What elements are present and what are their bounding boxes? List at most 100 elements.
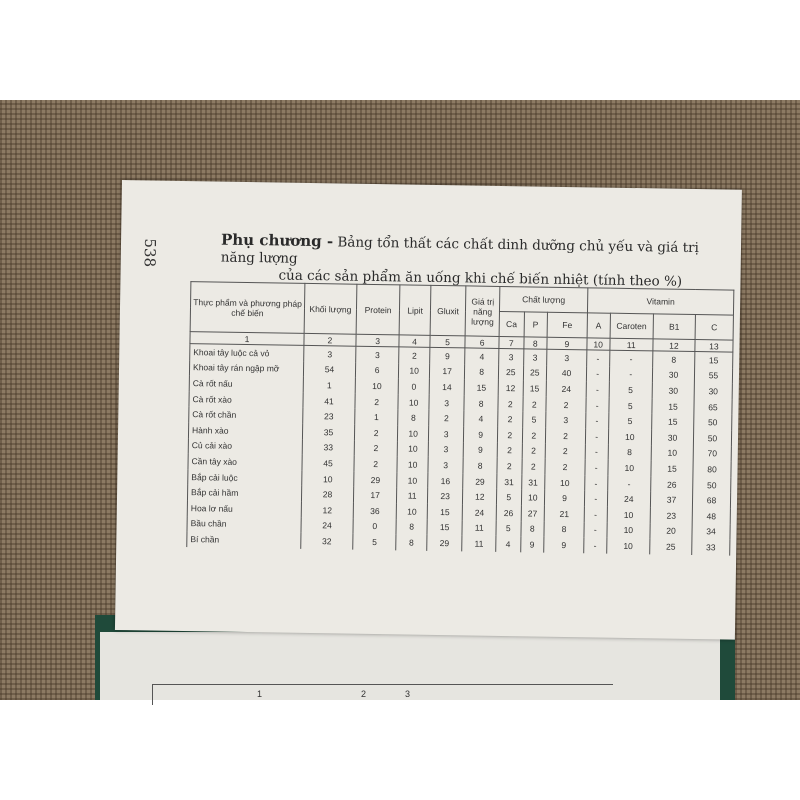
value-cell: 3: [355, 346, 400, 363]
value-cell: 8: [463, 457, 498, 474]
value-cell: 4: [495, 536, 521, 553]
value-cell: 0: [352, 518, 397, 535]
value-cell: 15: [650, 460, 694, 477]
value-cell: 2: [521, 458, 546, 475]
value-cell: 2: [428, 410, 465, 427]
value-cell: 23: [650, 507, 693, 524]
value-cell: -: [585, 397, 609, 414]
value-cell: 29: [463, 473, 497, 490]
value-cell: 9: [520, 536, 544, 553]
value-cell: 3: [303, 345, 356, 363]
header-caroten: Caroten: [609, 313, 654, 339]
value-cell: 5: [608, 381, 653, 399]
value-cell: 8: [464, 395, 499, 412]
value-cell: -: [586, 365, 610, 382]
value-cell: 9: [429, 347, 466, 365]
value-cell: 1: [303, 377, 356, 394]
value-cell: 2: [399, 346, 430, 364]
value-cell: 8: [396, 534, 427, 551]
value-cell: -: [584, 490, 608, 507]
value-cell: 23: [302, 408, 355, 425]
value-cell: 50: [693, 429, 732, 447]
value-cell: 3: [427, 456, 464, 474]
value-cell: 2: [354, 393, 399, 410]
lower-col-number: 2: [361, 689, 367, 699]
value-cell: 8: [398, 409, 429, 426]
value-cell: 8: [464, 364, 499, 381]
value-cell: 3: [545, 412, 586, 429]
value-cell: 8: [607, 444, 652, 461]
value-cell: 50: [692, 476, 731, 493]
value-cell: 3: [498, 348, 524, 365]
value-cell: 8: [543, 521, 585, 538]
table-body: Khoai tây luộc cả vỏ 3 3 2 9 4 3 3 3- -8 15 Khoai t…: [186, 343, 733, 556]
header-p: P: [523, 311, 548, 338]
page-number: 538: [140, 238, 160, 268]
nutrient-loss-table: Thực phẩm và phương pháp chế biến Khối l…: [186, 281, 734, 556]
value-cell: 5: [496, 489, 522, 506]
value-cell: -: [586, 349, 610, 367]
value-cell: 10: [651, 444, 694, 462]
value-cell: 65: [693, 398, 733, 415]
value-cell: 16: [427, 472, 464, 489]
value-cell: -: [584, 506, 607, 523]
value-cell: 17: [353, 487, 398, 504]
column-number: 12: [652, 338, 696, 352]
value-cell: 33: [302, 439, 355, 456]
value-cell: 30: [652, 382, 695, 399]
column-number: 5: [429, 335, 466, 348]
value-cell: 6: [355, 362, 400, 379]
value-cell: 3: [428, 441, 464, 458]
value-cell: 5: [495, 520, 521, 537]
value-cell: 23: [427, 488, 464, 505]
header-protein: Protein: [356, 284, 401, 335]
value-cell: 36: [353, 502, 397, 519]
value-cell: 10: [397, 456, 429, 473]
value-cell: 27: [520, 505, 545, 522]
value-cell: 55: [694, 367, 733, 384]
value-cell: 15: [694, 351, 733, 369]
lower-col-number: 3: [405, 689, 411, 699]
value-cell: 20: [649, 522, 693, 540]
value-cell: -: [585, 443, 608, 460]
value-cell: 37: [650, 491, 693, 508]
value-cell: -: [585, 428, 609, 445]
value-cell: 12: [498, 380, 523, 397]
value-cell: 41: [302, 392, 356, 410]
header-fe: Fe: [547, 312, 588, 338]
value-cell: 15: [464, 379, 499, 396]
value-cell: 15: [651, 398, 695, 415]
value-cell: 2: [521, 427, 546, 444]
value-cell: 25: [522, 364, 547, 381]
column-number: 11: [609, 338, 654, 351]
value-cell: 8: [652, 350, 695, 368]
value-cell: 9: [463, 426, 498, 443]
column-number: 4: [399, 334, 430, 348]
value-cell: 34: [691, 523, 731, 540]
value-cell: 30: [694, 383, 733, 400]
value-cell: 26: [650, 476, 693, 493]
value-cell: 5: [352, 533, 397, 551]
header-food: Thực phẩm và phương pháp chế biến: [190, 281, 305, 334]
value-cell: 15: [427, 503, 463, 520]
value-cell: 11: [462, 519, 497, 537]
value-cell: 25: [649, 538, 692, 555]
value-cell: 15: [426, 519, 463, 536]
value-cell: 80: [692, 461, 732, 478]
value-cell: 68: [692, 492, 731, 509]
value-cell: 30: [651, 429, 694, 446]
value-cell: 2: [521, 442, 546, 459]
value-cell: 5: [608, 397, 653, 414]
value-cell: 14: [428, 379, 465, 396]
value-cell: 10: [397, 472, 428, 489]
value-cell: -: [584, 475, 608, 492]
value-cell: 3: [523, 348, 547, 366]
value-cell: -: [607, 475, 651, 492]
header-c: C: [695, 314, 734, 341]
value-cell: 3: [428, 425, 465, 442]
value-cell: 10: [398, 394, 429, 411]
food-name-cell: Bầu chần: [186, 515, 302, 533]
header-gluxit: Gluxit: [429, 285, 467, 336]
value-cell: 2: [354, 424, 399, 441]
value-cell: -: [584, 459, 608, 476]
